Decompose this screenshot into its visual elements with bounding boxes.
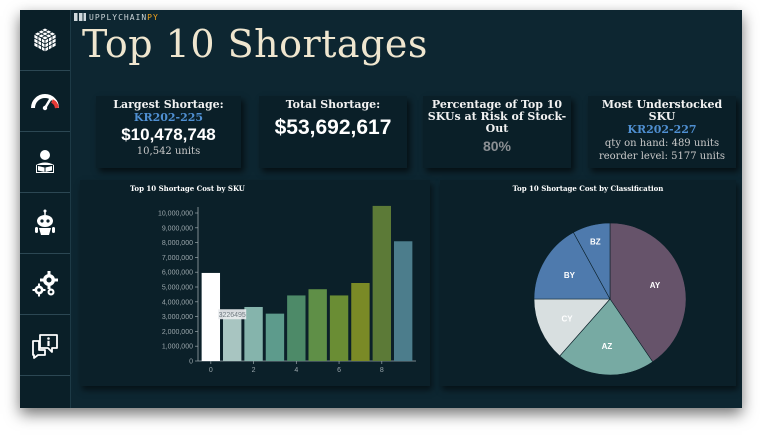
pie-chart-title: Top 10 Shortage Cost by Classification (512, 184, 664, 193)
y-tick-label: 3,000,000 (162, 314, 193, 321)
sidebar (20, 10, 71, 408)
pie-slice-label: CY (562, 314, 574, 323)
bar-sku-3 (265, 313, 285, 361)
bar-chart: 0 1,000,000 2,000,000 3,000,000 4,000,000 5,0… (158, 205, 416, 374)
pie-slice-label: AZ (602, 342, 613, 351)
kpi-value: 80% (482, 138, 512, 154)
kpi-most-understocked: Most Understocked SKU KR202-227 qty on h… (588, 96, 736, 168)
pie-slice-label: AY (650, 281, 661, 290)
kpi-stockout-risk: Percentage of Top 10 SKUs at Risk of Sto… (423, 96, 571, 168)
bar-sku-8 (372, 205, 391, 361)
kpi-units: 10,542 units (136, 146, 201, 157)
kpi-reorder-level: reorder level: 5177 units (598, 151, 726, 162)
x-tick-label: 0 (209, 367, 213, 374)
kpi-sku-link[interactable]: KR202-225 (133, 111, 204, 124)
pie-slice-label: BY (564, 271, 576, 280)
y-tick-label: 8,000,000 (162, 240, 193, 247)
y-tick-label: 1,000,000 (162, 344, 193, 351)
kpi-label-line2: SKUs at Risk of Stock-Out (427, 110, 567, 135)
speedometer-icon (31, 94, 59, 111)
bar-sku-1 (223, 313, 242, 361)
dashboard-window: UPPLYCHAINPY Top 10 Shortages Largest Sh… (20, 10, 742, 408)
x-tick-label: 2 (252, 367, 256, 374)
pie-slice-az (559, 298, 654, 376)
cube-icon (33, 27, 57, 53)
nav-item-settings[interactable] (20, 254, 70, 315)
nav-item-dashboard[interactable] (20, 71, 70, 132)
kpi-total-shortage: Total Shortage: $53,692,617 (259, 96, 407, 168)
y-tick-label: 5,000,000 (162, 285, 193, 292)
kpi-label: Total Shortage: (285, 98, 381, 111)
pie-slice-ay (609, 222, 687, 363)
x-tick-label: 8 (380, 367, 384, 374)
nav-item-cube[interactable] (20, 10, 70, 71)
x-tick-label: 4 (294, 367, 298, 374)
y-tick-label: 9,000,000 (162, 225, 193, 232)
kpi-largest-shortage: Largest Shortage: KR202-225 $10,478,748 … (96, 96, 241, 168)
y-tick-label: 7,000,000 (162, 255, 193, 262)
x-tick-label: 6 (337, 367, 341, 374)
bar-sku-0 (201, 272, 221, 361)
bar-sku-9 (393, 241, 413, 361)
kpi-label-line1: Percentage of Top 10 (431, 98, 563, 111)
y-tick-label: 4,000,000 (162, 299, 193, 306)
bar-sku-6 (329, 295, 349, 361)
bar-sku-4 (287, 295, 306, 361)
bar-sku-2 (244, 306, 263, 361)
y-tick-label: 6,000,000 (162, 270, 193, 277)
pie-chart-panel: Top 10 Shortage Cost by Classification A… (440, 180, 736, 386)
kpi-value: $53,692,617 (274, 116, 392, 139)
nav-item-reader[interactable] (20, 132, 70, 193)
y-tick-label: 2,000,000 (162, 329, 193, 336)
pie-slice-by (533, 231, 611, 300)
kpi-sku-link[interactable]: KR202-227 (627, 123, 697, 136)
logo-mark-icon (74, 13, 86, 21)
nav-item-info[interactable] (20, 315, 70, 376)
bar-tooltip-box (218, 309, 247, 320)
info-chat-icon (32, 334, 58, 359)
pie-chart: AY AZ CY BY BZ (533, 222, 687, 376)
bar-tooltip-label: 3226495 (219, 312, 246, 319)
robot-icon (35, 209, 55, 235)
bar-chart-title: Top 10 Shortage Cost by SKU (130, 184, 245, 193)
kpi-qty-on-hand: qty on hand: 489 units (604, 138, 720, 149)
y-tick-label: 0 (189, 359, 193, 366)
reader-icon (36, 150, 54, 173)
kpi-value: $10,478,748 (121, 125, 216, 144)
y-tick-label: 10,000,000 (158, 211, 193, 218)
bar-chart-panel: Top 10 Shortage Cost by SKU 0 1,000,000 2,… (80, 180, 430, 386)
nav-item-robot[interactable] (20, 193, 70, 254)
brand-logo: UPPLYCHAINPY (74, 10, 159, 24)
pie-slice-label: BZ (590, 238, 601, 247)
kpi-label: Most Understocked SKU (601, 98, 723, 123)
bar-sku-5 (308, 289, 327, 361)
bar-sku-7 (351, 283, 370, 361)
page-title: Top 10 Shortages (82, 22, 428, 66)
pie-slice-bz (572, 222, 611, 300)
gears-icon (32, 271, 58, 297)
kpi-label: Largest Shortage: (113, 98, 224, 111)
logo-text: UPPLYCHAINPY (89, 12, 159, 22)
pie-slice-cy (533, 298, 611, 357)
